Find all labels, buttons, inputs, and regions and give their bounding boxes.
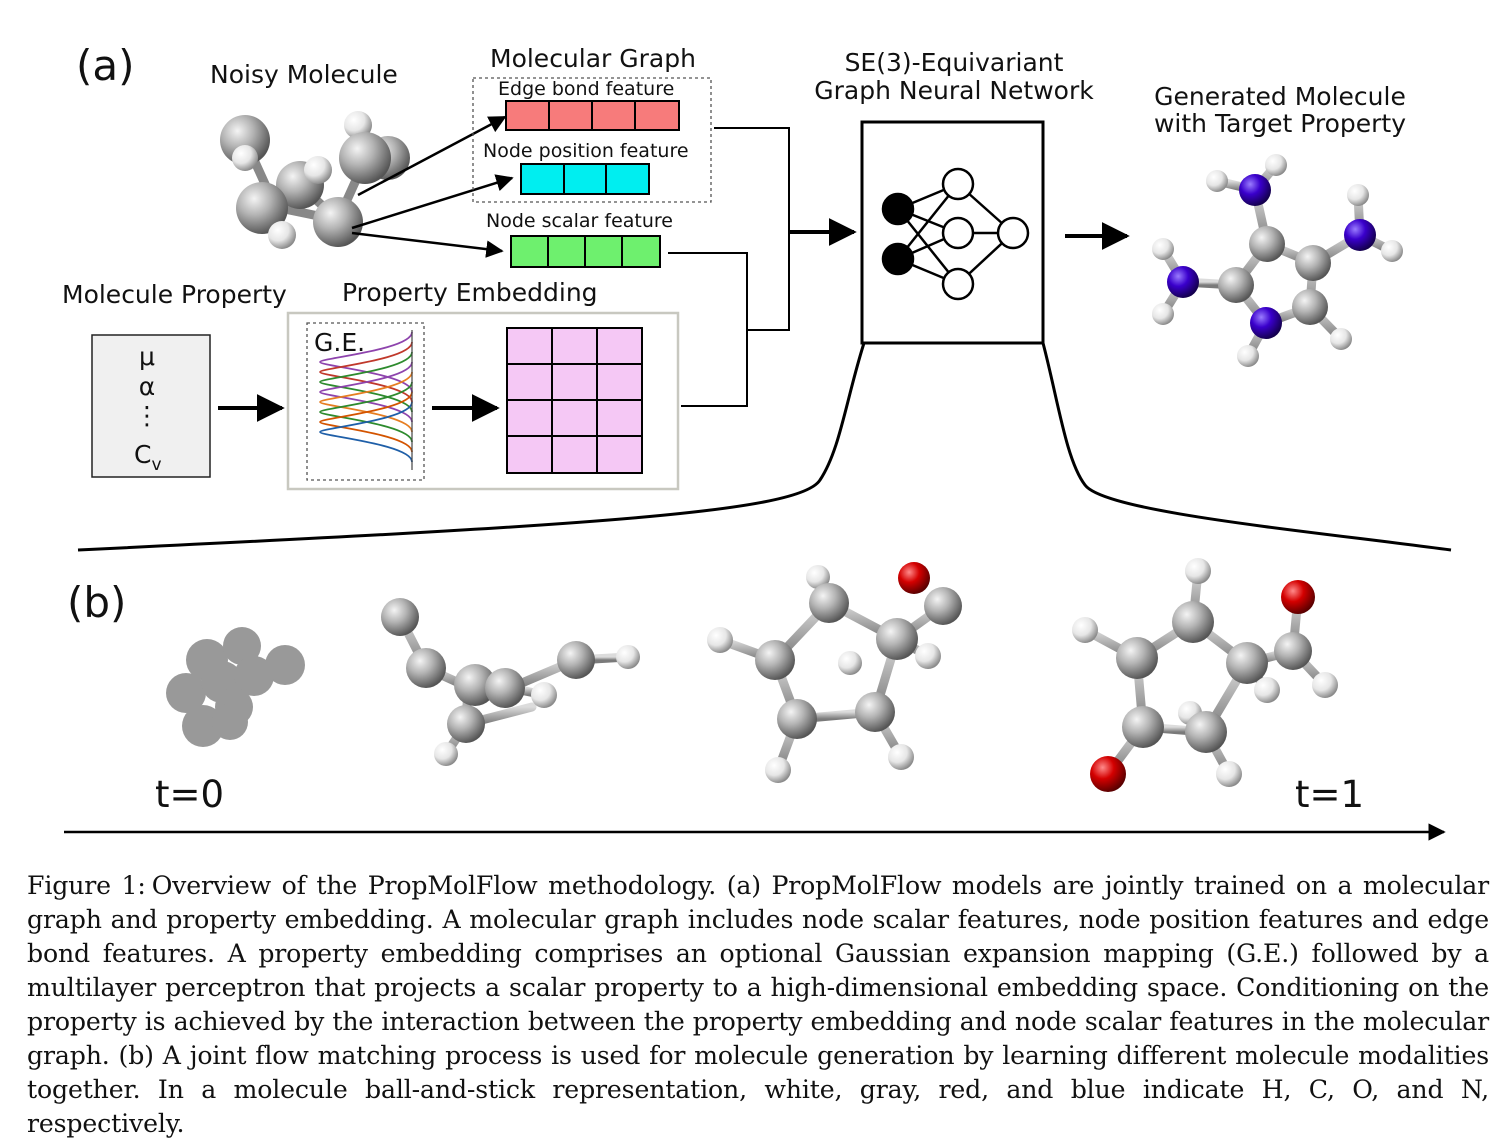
caption-text: Overview of the PropMolFlow methodology.…: [27, 871, 1489, 1138]
edge-bond-feature-label: Edge bond feature: [498, 78, 674, 100]
noisy-molecule-image: [220, 111, 410, 249]
panel-a-label: (a): [76, 41, 135, 90]
molecule-property-box: [91, 334, 211, 478]
node-position-feature-vector: [520, 163, 650, 195]
figure-diagram: (a) Noisy Molecule Molecular Graph Edge …: [62, 41, 1452, 841]
panel-b-label: (b): [67, 578, 126, 627]
caption-label: Figure 1:: [27, 871, 146, 900]
molecule-intermediate-1: [381, 598, 640, 766]
node-scalar-feature-label: Node scalar feature: [486, 210, 673, 232]
molecular-graph-box: [472, 77, 712, 203]
molecule-property-title: Molecule Property: [62, 280, 287, 309]
t-end-label: t=1: [1295, 773, 1364, 816]
embedding-matrix: [506, 327, 643, 474]
zoom-curve-right: [1041, 342, 1452, 552]
generated-title-line2: with Target Property: [1154, 109, 1406, 138]
node-scalar-feature-vector: [510, 235, 661, 268]
gaussian-curves: [319, 330, 413, 470]
gnn-title-line1: SE(3)-Equivariant: [845, 48, 1064, 77]
molecular-graph-title: Molecular Graph: [490, 44, 696, 73]
property-embedding-title: Property Embedding: [342, 278, 598, 307]
neural-network-icon: [881, 167, 1030, 301]
gaussian-expansion-label: G.E.: [314, 328, 365, 357]
node-position-feature-label: Node position feature: [483, 140, 689, 162]
t-start-label: t=0: [155, 773, 224, 816]
molecule-t0: [166, 627, 305, 747]
property-embedding-box: [286, 311, 680, 491]
property-mu: μ: [139, 342, 155, 371]
edge-bond-feature-vector: [505, 100, 680, 131]
molecule-t1: [1072, 558, 1338, 792]
noisy-molecule-title: Noisy Molecule: [210, 60, 398, 89]
zoom-curve-left: [77, 342, 866, 552]
property-alpha: α: [139, 372, 155, 401]
property-cv: Cv: [134, 440, 162, 475]
gnn-title-line2: Graph Neural Network: [814, 76, 1094, 105]
property-ellipsis: ⋮: [135, 401, 160, 430]
gaussian-expansion-box: [306, 322, 425, 481]
generated-molecule-image: [1152, 154, 1403, 367]
molecule-intermediate-2: [707, 562, 962, 783]
generated-title-line1: Generated Molecule: [1154, 82, 1406, 111]
connector-lines: [668, 127, 790, 407]
figure-caption: Figure 1: Overview of the PropMolFlow met…: [27, 869, 1489, 1141]
